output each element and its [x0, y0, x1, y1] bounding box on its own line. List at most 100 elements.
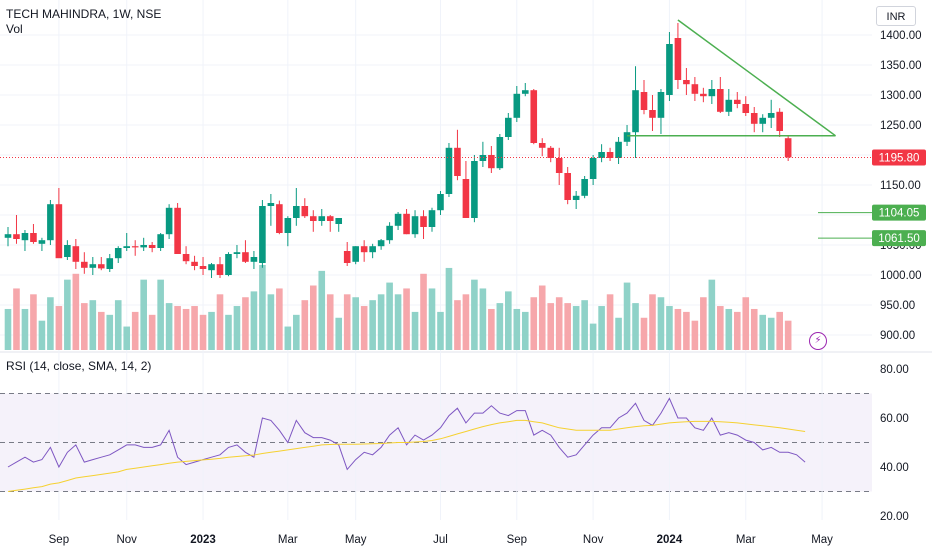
volume-bar [199, 314, 207, 350]
volume-bar [555, 297, 563, 350]
volume-indicator-label[interactable]: Vol [6, 22, 23, 36]
volume-bar [700, 297, 707, 350]
candle-body [547, 147, 555, 158]
candle-body [784, 138, 792, 158]
candle-body [598, 152, 605, 158]
rsi-indicator-label[interactable]: RSI (14, close, SMA, 14, 2) [6, 359, 152, 373]
candle-body [572, 195, 580, 200]
volume-bar [360, 306, 368, 350]
volume-bar [581, 300, 588, 350]
volume-bar [352, 297, 359, 350]
candle-body [225, 254, 232, 275]
volume-bar [72, 273, 80, 350]
volume-bar [708, 279, 716, 350]
candle-body [394, 213, 402, 226]
candle-body [4, 234, 12, 238]
volume-bar [55, 306, 63, 350]
candle-body [114, 248, 122, 259]
price-tick-label: 1400.00 [880, 30, 922, 42]
volume-bar [106, 314, 114, 350]
volume-bar [479, 288, 487, 350]
candle-body [471, 161, 478, 218]
candle-body [301, 206, 309, 217]
candle-body [513, 93, 521, 118]
volume-bar [420, 273, 427, 350]
time-tick-label: Nov [116, 534, 137, 546]
candle-body [555, 158, 563, 173]
volume-bar [309, 285, 317, 350]
time-tick-label: Jul [433, 534, 448, 546]
rsi-tick-label: 60.00 [880, 413, 909, 425]
volume-bar [13, 288, 20, 350]
candle-body [199, 266, 207, 269]
volume-bar [784, 320, 792, 350]
currency-selector[interactable]: INR [876, 6, 916, 26]
volume-bar [615, 317, 622, 350]
price-label-text: 1061.50 [878, 233, 920, 245]
candle-body [174, 207, 181, 254]
time-tick-label: Sep [49, 534, 69, 546]
volume-bar [140, 279, 147, 350]
candle-body [165, 207, 173, 235]
candle-body [216, 264, 224, 275]
candle-body [360, 246, 368, 253]
volume-bar [394, 294, 402, 350]
candle-body [462, 179, 470, 218]
candle-body [505, 117, 512, 137]
volume-bar [657, 297, 665, 350]
volume-bar [386, 282, 393, 350]
candle-body [208, 264, 215, 271]
volume-bar [293, 314, 300, 350]
volume-bar [157, 279, 164, 350]
volume-bar [640, 317, 648, 350]
candle-body [369, 246, 376, 253]
price-tick-label: 1150.00 [880, 180, 921, 192]
candle-body [776, 111, 783, 131]
candle-body [47, 204, 54, 241]
candle-body [81, 261, 88, 268]
candle-body [700, 93, 707, 97]
candle-body [411, 216, 419, 235]
volume-bar [123, 326, 131, 350]
volume-bar [267, 294, 275, 350]
lightning-icon[interactable]: ⚡ [809, 332, 827, 350]
time-tick-label: Mar [278, 534, 298, 546]
candle-body [309, 216, 317, 221]
candle-body [750, 113, 758, 124]
candle-body [72, 246, 80, 262]
candle-body [55, 204, 63, 259]
volume-bar [216, 294, 224, 350]
candle-body [30, 233, 37, 242]
candle-body [767, 113, 775, 118]
volume-bar [437, 311, 444, 350]
volume-bar [89, 300, 97, 350]
volume-bar [242, 297, 249, 350]
price-tick-label: 950.00 [880, 300, 915, 312]
price-tick-label: 1000.00 [880, 270, 922, 282]
candle-body [386, 225, 393, 241]
candle-body [157, 234, 164, 248]
volume-bar [572, 306, 580, 350]
candle-body [233, 252, 241, 254]
candle-body [615, 141, 622, 158]
volume-bar [81, 303, 88, 350]
volume-bar [148, 314, 156, 350]
volume-bar [632, 303, 639, 350]
chart-title: TECH MAHINDRA, 1W, NSE [6, 7, 162, 21]
volume-bar [225, 314, 232, 350]
volume-bar [513, 308, 521, 350]
candle-body [428, 210, 436, 227]
candle-body [708, 89, 716, 97]
volume-bar [454, 300, 461, 350]
volume-bar [250, 291, 258, 350]
volume-bar [742, 297, 750, 350]
volume-bar [733, 311, 741, 350]
price-label-box [872, 204, 926, 221]
volume-bar [191, 306, 198, 350]
candle-body [445, 147, 453, 194]
candle-body [106, 258, 114, 269]
rsi-tick-label: 20.00 [880, 511, 909, 523]
candle-body [581, 179, 588, 196]
candle-body [589, 158, 597, 179]
